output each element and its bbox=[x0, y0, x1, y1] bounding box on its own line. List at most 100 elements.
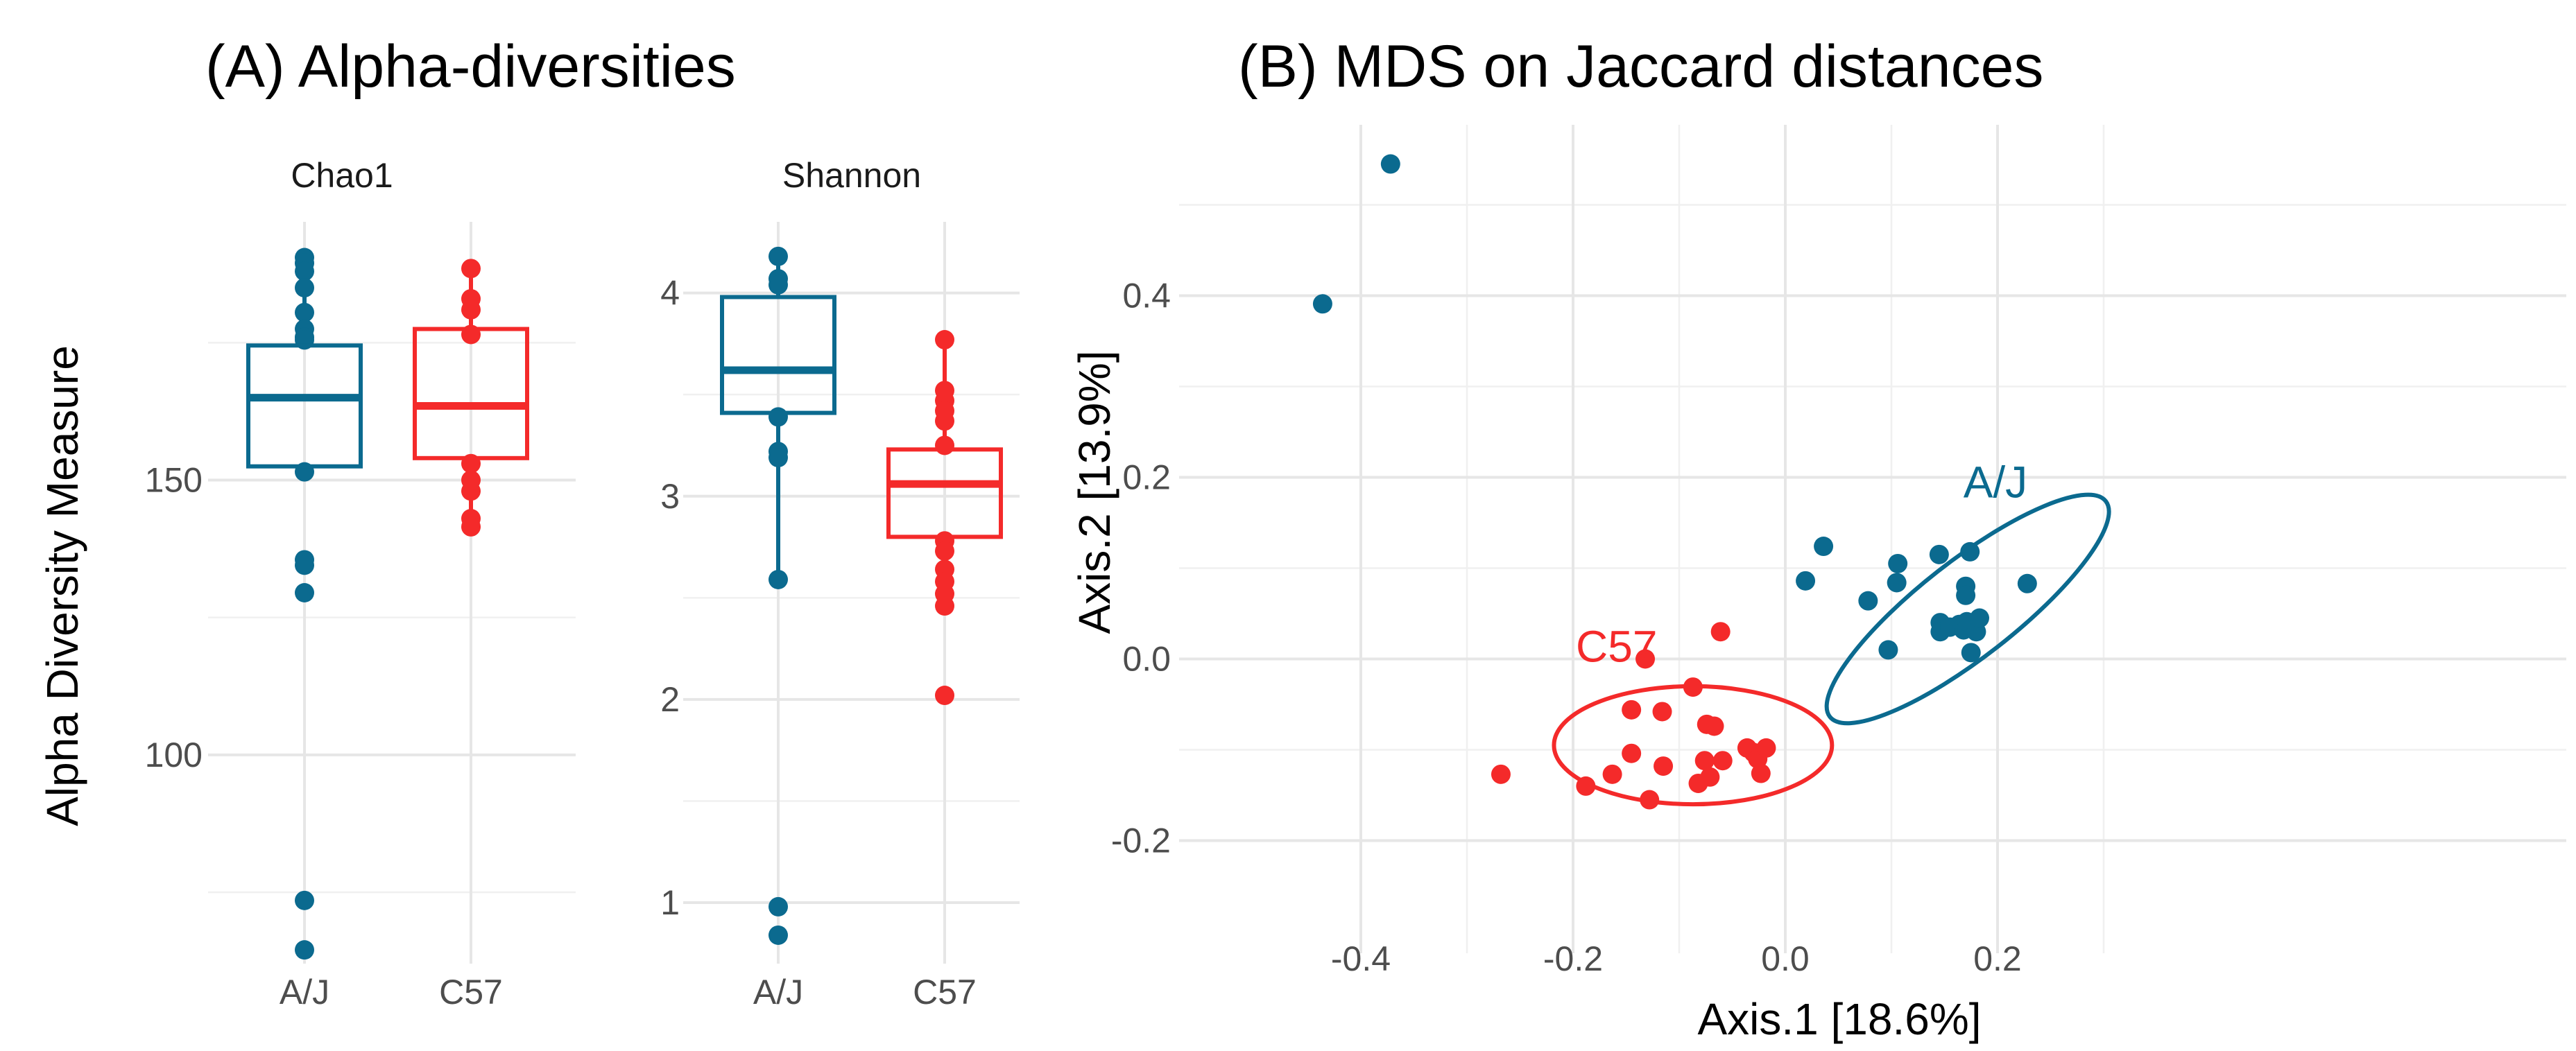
data-point bbox=[1888, 553, 1908, 573]
y-tick-label: 100 bbox=[145, 736, 203, 774]
data-point bbox=[1704, 716, 1724, 736]
data-point bbox=[1858, 591, 1878, 611]
data-point bbox=[1576, 776, 1596, 796]
confidence-ellipse-aj bbox=[1824, 492, 2111, 726]
box-iqr bbox=[246, 343, 363, 469]
facet-chao1-grid bbox=[208, 222, 576, 964]
data-point bbox=[461, 516, 481, 537]
panel-a: (A) Alpha-diversities Alpha Diversity Me… bbox=[37, 33, 1020, 1011]
data-point bbox=[768, 896, 788, 917]
x-tick-label: -0.4 bbox=[1331, 939, 1391, 978]
mds-y-ticks: -0.2 0.0 0.2 0.4 bbox=[1111, 277, 1171, 860]
data-point bbox=[1710, 622, 1731, 642]
shannon-x-tick-aj: A/J bbox=[753, 973, 803, 1011]
data-point bbox=[461, 481, 481, 501]
data-point bbox=[768, 925, 788, 945]
x-tick-label: 0.0 bbox=[1761, 939, 1810, 978]
data-point bbox=[295, 278, 314, 298]
data-point bbox=[1694, 751, 1715, 771]
data-point bbox=[935, 541, 954, 561]
shannon-x-tick-c57: C57 bbox=[913, 973, 977, 1011]
facet-strip-chao1: Chao1 bbox=[291, 156, 393, 195]
data-point bbox=[1960, 541, 1980, 562]
mds-y-axis-label: Axis.2 [13.9%] bbox=[1070, 350, 1119, 634]
panel-a-title: (A) Alpha-diversities bbox=[205, 33, 736, 100]
panel-b: (B) MDS on Jaccard distances -0.4 -0.2 0.0… bbox=[1070, 33, 2566, 1044]
y-tick-label: 1 bbox=[660, 883, 680, 922]
data-point bbox=[1640, 790, 1660, 810]
data-point bbox=[768, 448, 788, 468]
data-point bbox=[1796, 571, 1816, 591]
box-iqr bbox=[413, 327, 529, 460]
y-tick-label: 0.4 bbox=[1122, 277, 1171, 315]
data-point bbox=[1622, 743, 1642, 763]
data-point bbox=[768, 275, 788, 295]
facet-chao1-y-ticks: 100 150 bbox=[145, 461, 203, 774]
y-tick-label: 2 bbox=[660, 680, 680, 719]
data-point bbox=[1652, 702, 1672, 722]
x-tick-label: -0.2 bbox=[1543, 939, 1603, 978]
mds-plot: A/J C57 bbox=[1312, 154, 2111, 810]
data-point bbox=[295, 302, 314, 322]
data-point bbox=[295, 555, 314, 575]
data-point bbox=[935, 596, 954, 616]
data-point bbox=[295, 890, 314, 910]
y-tick-label: 0.0 bbox=[1122, 640, 1171, 679]
chao1-x-tick-c57: C57 bbox=[439, 973, 503, 1011]
data-point bbox=[2017, 573, 2037, 593]
facet-shannon-plot bbox=[720, 246, 1003, 945]
data-point bbox=[1929, 544, 1949, 564]
data-point bbox=[1887, 573, 1907, 593]
y-tick-label: 150 bbox=[145, 461, 203, 500]
data-point bbox=[295, 261, 314, 281]
mds-x-ticks: -0.4 -0.2 0.0 0.2 bbox=[1331, 939, 2022, 978]
group-label-aj: A/J bbox=[1964, 457, 2027, 507]
data-point bbox=[768, 569, 788, 589]
mds-x-axis-label: Axis.1 [18.6%] bbox=[1697, 994, 1981, 1044]
data-point bbox=[935, 411, 954, 431]
data-point bbox=[1878, 640, 1898, 660]
data-point bbox=[768, 246, 788, 266]
data-point bbox=[1380, 154, 1400, 174]
data-point bbox=[1814, 537, 1834, 557]
box-iqr bbox=[886, 447, 1003, 539]
facet-strip-shannon: Shannon bbox=[782, 156, 921, 195]
panel-b-title: (B) MDS on Jaccard distances bbox=[1238, 33, 2043, 100]
facet-shannon-y-ticks: 1 2 3 4 bbox=[660, 274, 680, 922]
group-label-c57: C57 bbox=[1576, 621, 1657, 671]
data-point bbox=[461, 259, 481, 279]
data-point bbox=[1756, 738, 1776, 758]
data-point bbox=[1602, 764, 1622, 784]
data-point bbox=[935, 330, 954, 350]
x-tick-label: 0.2 bbox=[1973, 939, 2022, 978]
panel-a-y-axis-label: Alpha Diversity Measure bbox=[37, 345, 87, 826]
y-tick-label: 0.2 bbox=[1122, 458, 1171, 497]
facet-chao1-plot bbox=[246, 247, 529, 960]
data-point bbox=[461, 299, 481, 320]
data-point bbox=[1312, 294, 1332, 314]
data-point bbox=[295, 583, 314, 602]
data-point bbox=[1635, 649, 1656, 669]
facet-shannon-grid bbox=[683, 222, 1020, 964]
y-tick-label: 3 bbox=[660, 477, 680, 516]
box-iqr bbox=[720, 295, 836, 415]
data-point bbox=[1712, 751, 1733, 771]
mds-grid bbox=[1179, 125, 2566, 953]
data-point bbox=[1683, 677, 1703, 697]
data-point bbox=[295, 940, 314, 960]
chao1-x-tick-aj: A/J bbox=[280, 973, 329, 1011]
data-point bbox=[1491, 764, 1511, 784]
data-point bbox=[935, 435, 954, 455]
data-point bbox=[935, 686, 954, 706]
data-point bbox=[1751, 763, 1771, 783]
data-point bbox=[1622, 700, 1642, 720]
data-point bbox=[1654, 756, 1674, 776]
data-point bbox=[1969, 608, 1989, 628]
data-point bbox=[768, 407, 788, 427]
data-point bbox=[1961, 643, 1981, 663]
y-tick-label: 4 bbox=[660, 274, 680, 313]
data-point bbox=[1956, 585, 1976, 605]
data-point bbox=[1700, 767, 1720, 787]
y-tick-label: -0.2 bbox=[1111, 822, 1171, 860]
